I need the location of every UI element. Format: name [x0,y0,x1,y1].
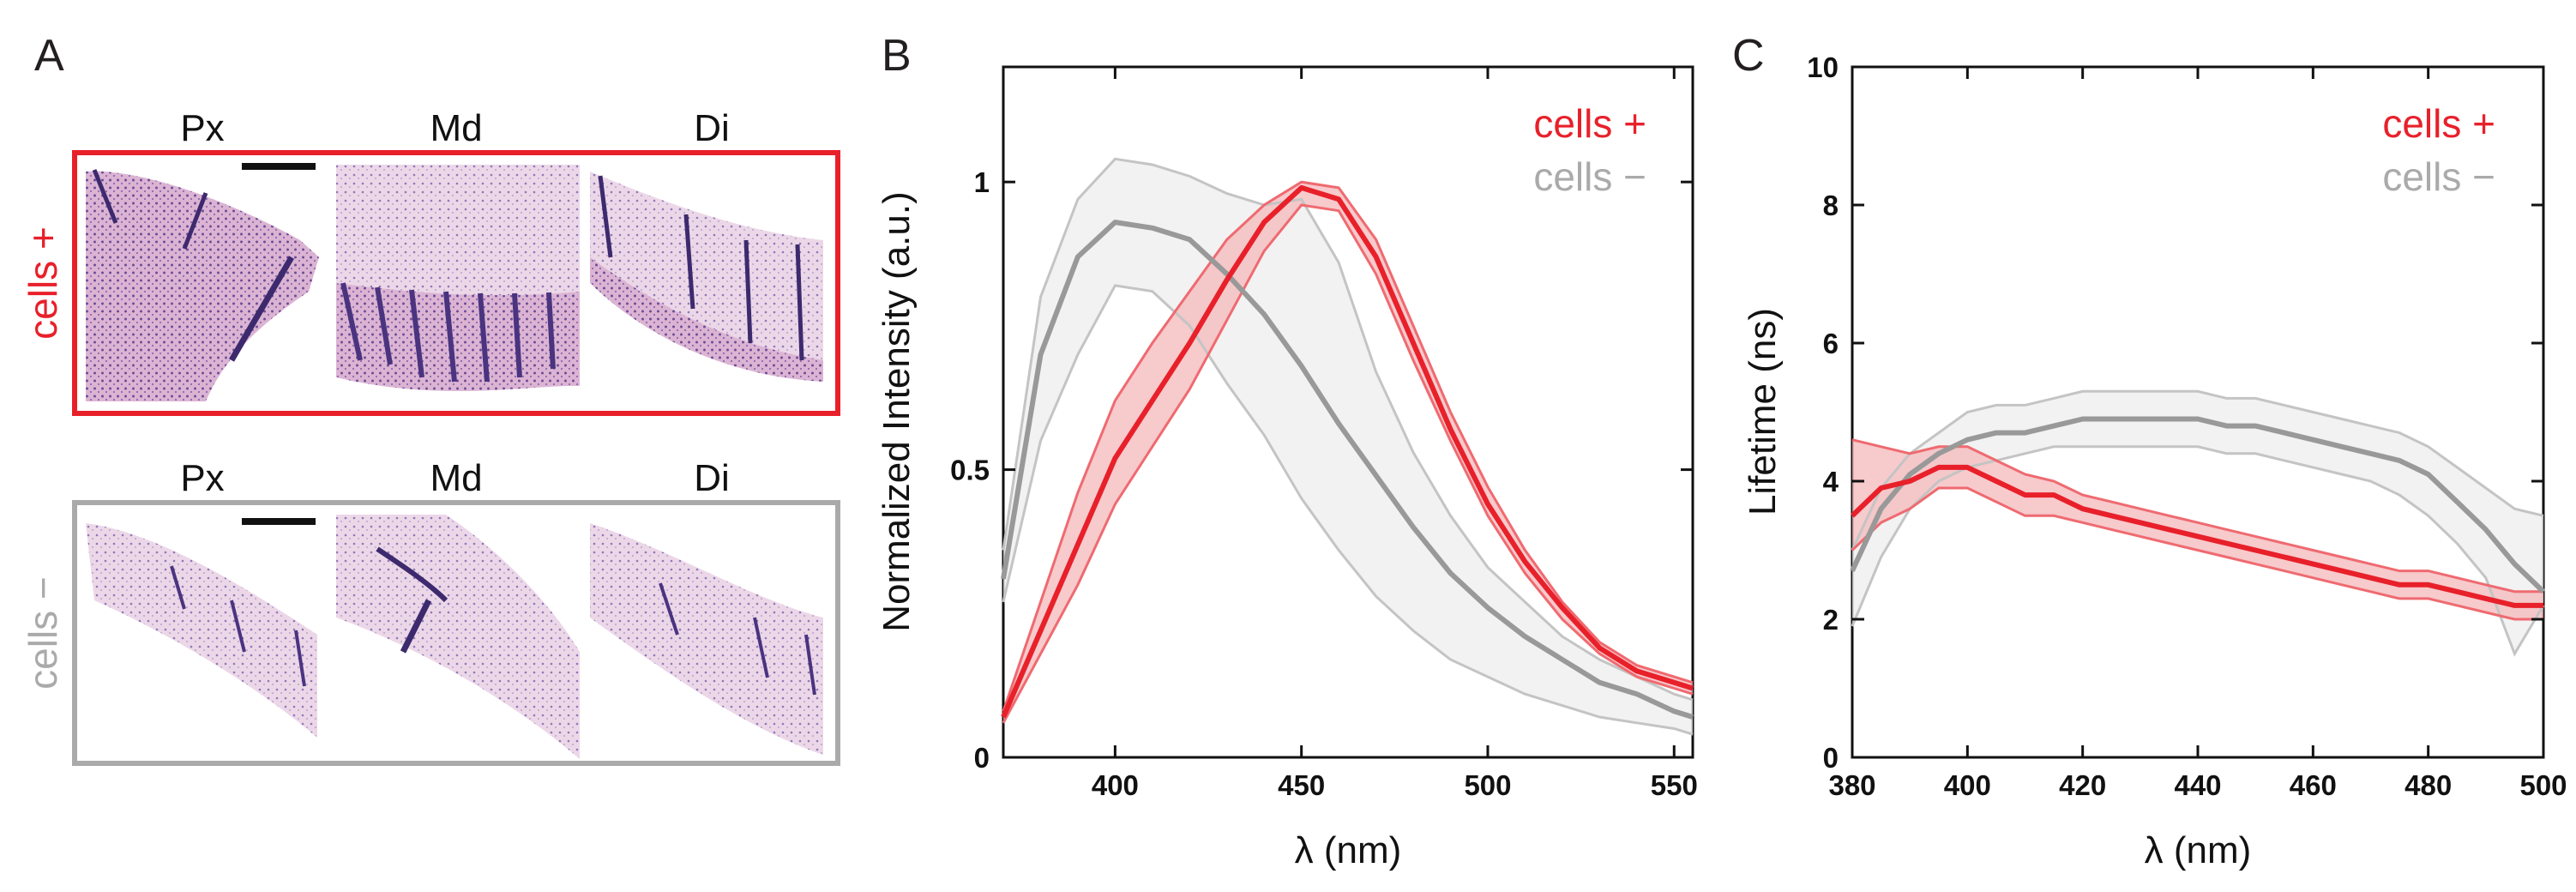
c-x-tick-label: 480 [2404,769,2452,801]
c-x-tick-label: 460 [2290,769,2337,801]
panel-b: B 400 450 500 550 00.51 λ (nm) Normalized I… [876,31,1698,871]
row-label-cells-plus: cells + [21,226,65,340]
c-y-tick-label: 0 [1823,742,1839,774]
c-series-line-cells-minus [1850,416,2546,594]
panel-b-letter: B [882,31,912,81]
c-upper-bound-cells-plus [1851,438,2543,594]
panel-c: C 380 400 420 440 460 480 500 0 2 4 6 8 10 λ (nm) L… [1732,31,2567,871]
c-y-tick-label: 2 [1823,604,1839,636]
c-x-tick-label: 400 [1944,769,1991,801]
chart-c-lines [1850,389,2546,657]
chart-b-legend-cells-plus: cells + [1533,101,1646,146]
c-band-cells-minus [1852,391,2543,654]
c-x-tick-label: 420 [2059,769,2106,801]
panel-a: A Px Md Di cells + Px Md [21,31,840,766]
b-series-line-cells-plus [1001,184,1694,719]
c-x-tick-label: 380 [1828,769,1875,801]
c-band-cells-plus [1852,439,2543,619]
c-lower-bound-cells-plus [1851,486,2543,621]
chart-c-legend-cells-minus: cells − [2382,154,2495,199]
column-label-md: Md [430,107,482,149]
b-upper-bound-cells-plus [1002,180,1694,712]
column-label-di-2: Di [694,457,730,499]
cells-plus-frame [72,150,840,416]
c-x-tick-label: 440 [2174,769,2221,801]
column-label-px: Px [180,107,224,149]
chart-b-x-axis-title: λ (nm) [1295,829,1402,871]
b-x-tick-label: 550 [1651,769,1698,801]
panel-a-letter: A [34,31,64,81]
b-band-cells-plus [1003,182,1693,723]
scale-bar-bottom [242,518,316,525]
b-x-tick-label: 450 [1278,769,1325,801]
b-lower-bound-cells-plus [1002,203,1694,724]
scale-bar-top [242,163,316,170]
chart-c-y-axis-title: Lifetime (ns) [1742,308,1784,515]
b-series-line-cells-minus [1001,220,1694,720]
chart-c-x-axis-title: λ (nm) [2145,829,2252,871]
chart-b-y-axis-title: Normalized Intensity (a.u.) [876,191,918,632]
b-x-tick-label: 400 [1092,769,1139,801]
tissue-image-cells-minus-di [590,515,823,759]
c-y-tick-label: 10 [1807,51,1839,83]
chart-c-x-ticks: 380 400 420 440 460 480 500 [1828,67,2567,801]
chart-b-lines [1001,157,1694,736]
tissue-image-cells-minus-px [86,515,326,746]
row-label-cells-minus: cells − [21,576,65,690]
tissue-image-cells-plus-md [336,165,580,391]
chart-b-x-ticks: 400 450 500 550 [1092,67,1698,801]
c-y-tick-label: 8 [1823,190,1839,221]
tissue-image-cells-plus-px [86,165,326,402]
chart-b-y-ticks: 00.51 [950,166,1693,774]
column-label-md-2: Md [430,457,482,499]
b-upper-bound-cells-minus [1002,157,1694,702]
b-x-tick-label: 500 [1464,769,1511,801]
b-band-cells-minus [1003,159,1693,735]
panel-c-letter: C [1732,31,1765,81]
cells-minus-frame [72,500,840,766]
b-lower-bound-cells-minus [1002,284,1694,736]
chart-b-bands [1003,159,1693,735]
chart-c-bands [1852,391,2543,654]
tissue-image-cells-plus-di [590,165,823,401]
c-y-tick-label: 6 [1823,328,1839,359]
chart-c-y-ticks: 0 2 4 6 8 10 [1807,51,2543,774]
chart-b-frame [1002,65,1694,759]
c-x-tick-label: 500 [2519,769,2567,801]
c-y-tick-label: 4 [1823,466,1839,497]
b-y-tick-label: 1 [974,166,990,198]
column-label-di: Di [694,107,730,149]
chart-c-legend-cells-plus: cells + [2382,101,2495,146]
c-series-line-cells-plus [1850,464,2543,608]
b-y-tick-label: 0 [974,742,990,774]
tissue-image-cells-minus-md [336,515,580,759]
b-y-tick-label: 0.5 [950,455,990,486]
c-upper-bound-cells-minus [1851,389,2544,551]
chart-b-legend-cells-minus: cells − [1533,154,1646,199]
column-label-px-2: Px [180,457,224,499]
